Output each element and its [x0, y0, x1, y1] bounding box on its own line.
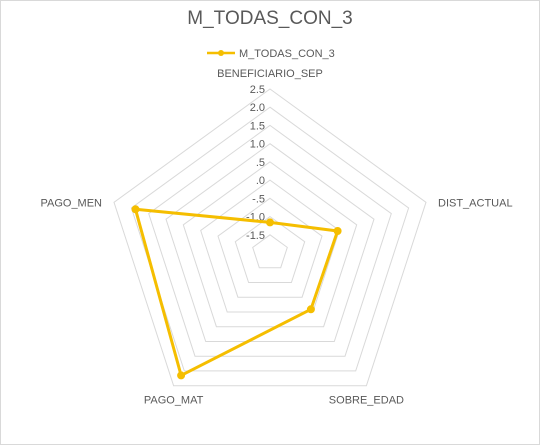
series: [131, 205, 342, 380]
legend-label: M_TODAS_CON_3: [239, 48, 335, 60]
axis-label-beneficiario-sep: BENEFICIARIO_SEP: [217, 68, 323, 80]
grid-ring-4: [182, 161, 358, 328]
grid: [113, 88, 427, 387]
legend-marker: [218, 50, 224, 56]
axis-label-dist-actual: DIST_ACTUAL: [438, 197, 513, 209]
legend: M_TODAS_CON_3: [207, 48, 335, 60]
grid-ring-5: [200, 179, 340, 313]
grid-ring-8: [252, 234, 288, 269]
tick-label: .5: [256, 157, 265, 169]
grid-ring-3: [165, 143, 375, 342]
data-point-sobre-edad: [306, 305, 315, 314]
axis-labels: BENEFICIARIO_SEP DIST_ACTUAL SOBRE_EDAD PAG…: [40, 68, 512, 407]
axis-label-pago-mat: PAGO_MAT: [144, 395, 204, 407]
grid-ring-6: [217, 197, 323, 298]
grid-ring-1: [130, 106, 410, 372]
tick-label: -1.5: [246, 230, 265, 242]
axis-label-pago-men: PAGO_MEN: [40, 197, 102, 209]
tick-label: 1.0: [250, 139, 265, 151]
chart-title: M_TODAS_CON_3: [187, 8, 353, 29]
tick-label: 2.0: [250, 102, 265, 114]
tick-label: 2.5: [250, 84, 265, 96]
grid-ring-7: [234, 215, 306, 283]
series-line: [134, 207, 340, 377]
data-point-dist-actual: [333, 227, 342, 235]
tick-label: -.5: [252, 193, 265, 205]
tick-label: .0: [256, 175, 265, 187]
axis-label-sobre-edad: SOBRE_EDAD: [329, 395, 404, 407]
grid-ring-0: [113, 88, 427, 387]
data-point-pago-men: [131, 205, 140, 214]
data-point-beneficiario-sep: [266, 218, 274, 227]
grid-ring-2: [148, 124, 392, 357]
data-point-pago-mat: [177, 371, 186, 380]
tick-labels: 2.52.01.51.0.5.0-.5-1.0-1.5: [246, 84, 265, 242]
tick-label: 1.5: [250, 120, 265, 132]
